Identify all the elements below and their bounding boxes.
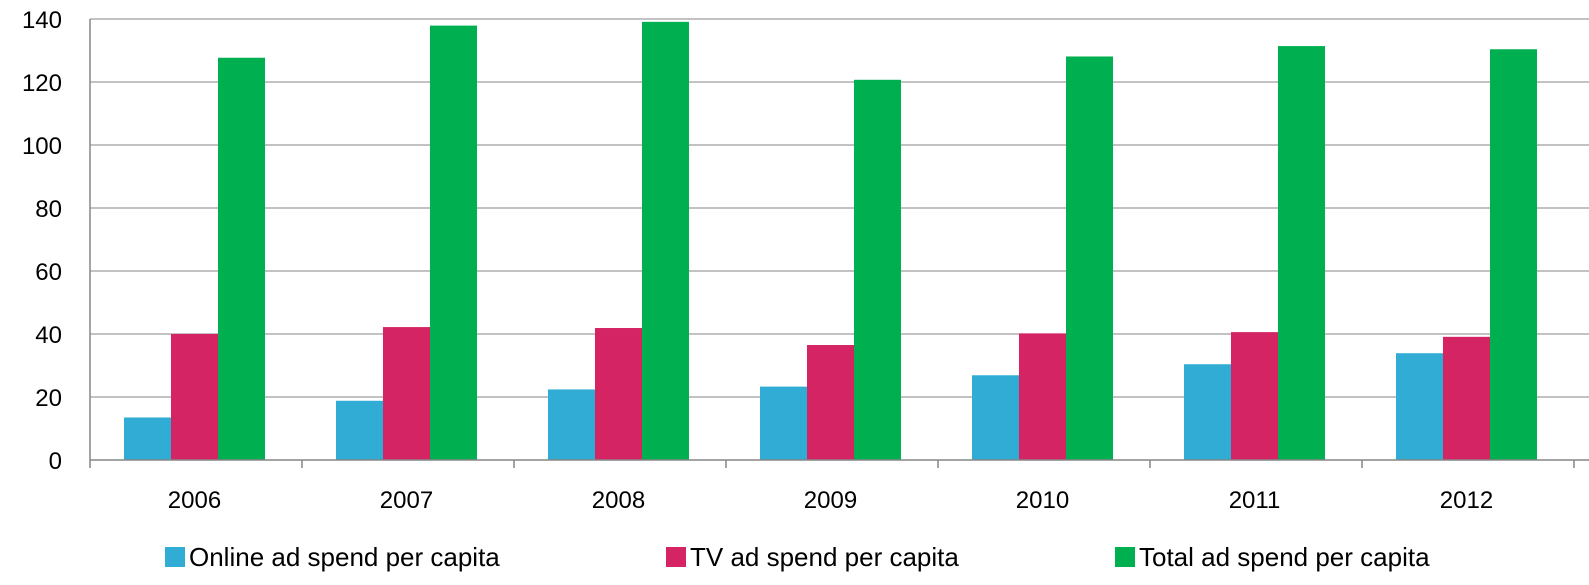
x-tick-label-2006: 2006	[168, 487, 221, 514]
bar-tv-ad-spend-per-capita-2006	[171, 334, 218, 460]
bar-tv-ad-spend-per-capita-2011	[1231, 332, 1278, 460]
legend-swatch-1	[165, 547, 185, 567]
bar-tv-ad-spend-per-capita-2008	[595, 328, 642, 460]
legend-label-1: Online ad spend per capita	[189, 542, 500, 572]
x-tick-label-2011: 2011	[1229, 487, 1281, 514]
bar-total-ad-spend-per-capita-2006	[218, 57, 265, 461]
x-tick-label-2012: 2012	[1440, 487, 1493, 514]
y-tick-label-80: 80	[35, 196, 62, 223]
bar-online-ad-spend-per-capita-2009	[760, 386, 807, 460]
legend-swatch-3	[1115, 547, 1135, 567]
bar-online-ad-spend-per-capita-2011	[1184, 364, 1231, 460]
legend-label-3: Total ad spend per capita	[1139, 542, 1430, 572]
y-tick-label-100: 100	[22, 133, 62, 160]
bar-tv-ad-spend-per-capita-2010	[1019, 333, 1066, 460]
y-tick-label-20: 20	[35, 385, 62, 412]
bar-total-ad-spend-per-capita-2012	[1490, 49, 1537, 461]
x-tick-label-2007: 2007	[380, 487, 433, 514]
bar-online-ad-spend-per-capita-2010	[972, 375, 1019, 460]
legend: Online ad spend per capita TV ad spend pe…	[165, 542, 1430, 572]
bar-online-ad-spend-per-capita-2006	[124, 417, 171, 460]
bar-total-ad-spend-per-capita-2007	[430, 25, 477, 461]
y-tick-label-60: 60	[35, 259, 62, 286]
x-tick-label-2009: 2009	[804, 487, 857, 514]
bar-tv-ad-spend-per-capita-2012	[1443, 336, 1490, 460]
bar-total-ad-spend-per-capita-2010	[1066, 56, 1113, 461]
bar-total-ad-spend-per-capita-2011	[1278, 46, 1325, 461]
y-tick-label-40: 40	[35, 322, 62, 349]
x-tick-label-2010: 2010	[1016, 487, 1069, 514]
bar-online-ad-spend-per-capita-2012	[1396, 353, 1443, 460]
y-tick-label-0: 0	[49, 448, 62, 475]
bar-tv-ad-spend-per-capita-2009	[807, 345, 854, 460]
y-tick-label-120: 120	[22, 70, 62, 97]
legend-swatch-2	[666, 547, 686, 567]
bar-total-ad-spend-per-capita-2008	[642, 21, 689, 461]
bars	[124, 21, 1537, 461]
bar-online-ad-spend-per-capita-2008	[548, 389, 595, 460]
y-tick-label-140: 140	[22, 7, 62, 34]
bar-online-ad-spend-per-capita-2007	[336, 400, 383, 460]
bar-tv-ad-spend-per-capita-2007	[383, 327, 430, 460]
bar-total-ad-spend-per-capita-2009	[854, 79, 901, 461]
gridlines	[90, 18, 1589, 398]
x-tick-label-2008: 2008	[592, 487, 645, 514]
axes: 0 20 40 60 80 100 120 140 2006 2007 2008 2009 2010 20…	[22, 7, 1589, 514]
legend-label-2: TV ad spend per capita	[690, 542, 959, 572]
